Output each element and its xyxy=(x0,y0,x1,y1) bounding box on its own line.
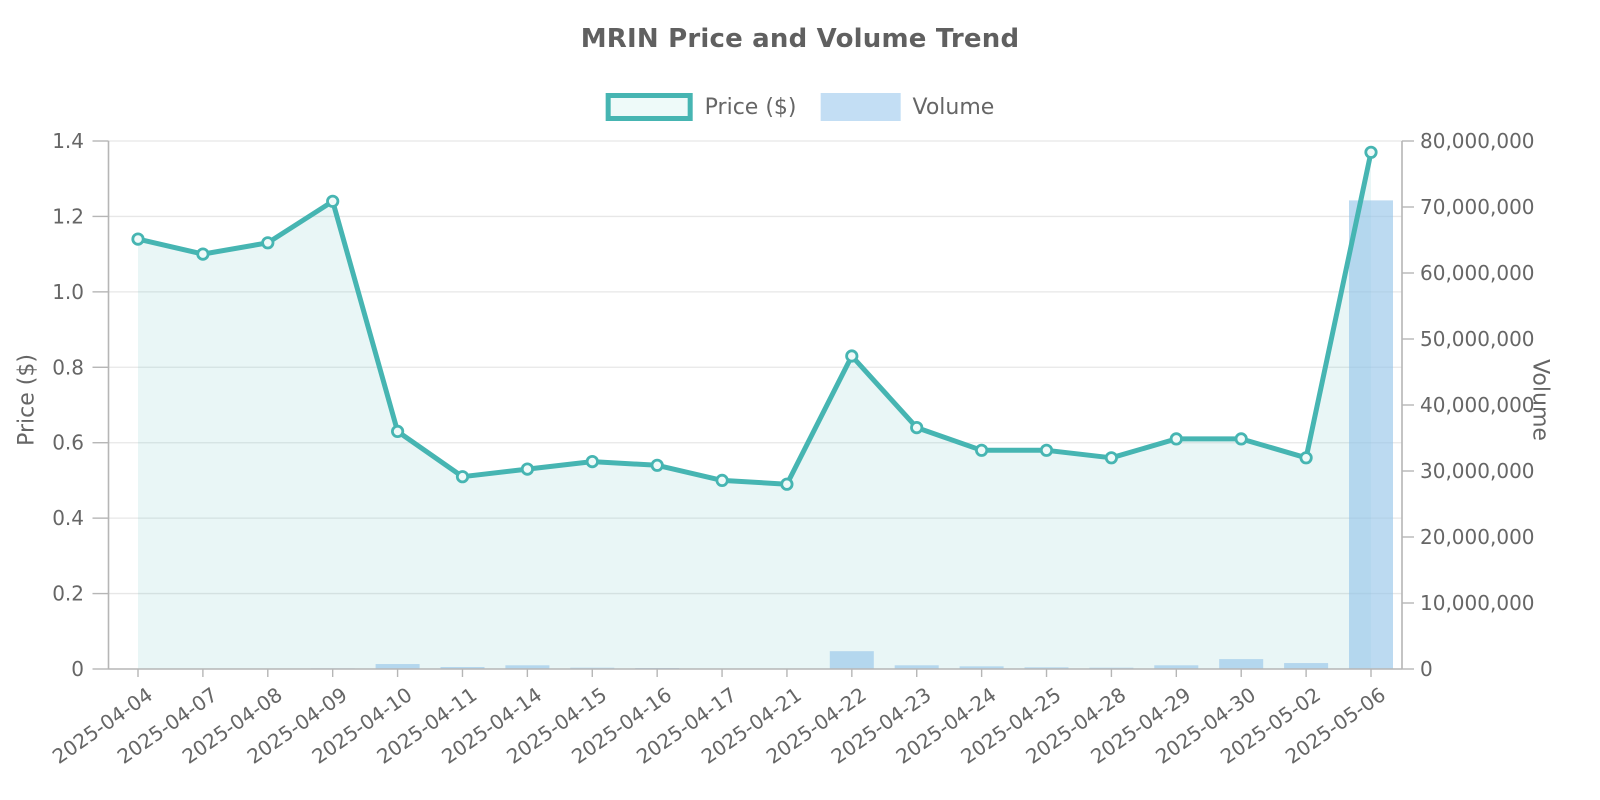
price-area-fill xyxy=(138,152,1371,670)
volume-tick-label: 60,000,000 xyxy=(1420,261,1535,285)
price-point xyxy=(1234,432,1248,446)
price-point xyxy=(715,473,729,487)
price-tick-label: 0.8 xyxy=(52,355,84,379)
price-point xyxy=(131,232,145,246)
volume-bar xyxy=(1219,659,1264,669)
price-tick-label: 0.6 xyxy=(52,431,84,455)
tick-marks xyxy=(92,140,1414,677)
price-point xyxy=(974,443,989,457)
volume-bar xyxy=(1024,667,1069,669)
volume-bar xyxy=(894,665,939,669)
volume-bar xyxy=(1154,665,1199,669)
volume-tick-label: 10,000,000 xyxy=(1420,591,1535,615)
price-point xyxy=(455,470,470,484)
price-point xyxy=(845,349,859,363)
volume-bars xyxy=(116,200,1393,669)
volume-bar xyxy=(440,667,485,669)
volume-bar xyxy=(829,651,874,669)
y-axis-ticks-right: 0 10,000,000 20,000,000 30,000,000 40,000,00… xyxy=(1420,129,1535,681)
x-axis-ticks: 2025-04-042025-04-072025-04-082025-04-09… xyxy=(48,682,1390,768)
y-axis-title-price: Price ($) xyxy=(14,354,40,446)
volume-bar xyxy=(1284,663,1329,669)
legend-item-volume: Volume xyxy=(820,93,995,121)
price-point xyxy=(780,477,794,491)
price-point xyxy=(1299,451,1313,465)
y-axis-title-volume: Volume xyxy=(1527,359,1553,441)
volume-tick-label: 70,000,000 xyxy=(1420,195,1535,219)
volume-bar xyxy=(959,666,1004,669)
volume-bar xyxy=(1349,200,1393,669)
price-point xyxy=(1039,443,1054,457)
y-axis-ticks-left: 0 0.2 0.4 0.6 0.8 1.0 1.2 1.4 xyxy=(52,129,84,681)
legend: Price ($) Volume xyxy=(605,93,995,121)
price-point xyxy=(1104,451,1119,465)
price-point xyxy=(326,194,340,208)
volume-tick-label: 40,000,000 xyxy=(1420,393,1535,417)
price-line xyxy=(135,149,1374,487)
volume-tick-label: 50,000,000 xyxy=(1420,327,1535,351)
chart-title: MRIN Price and Volume Trend xyxy=(580,24,1020,54)
volume-legend-swatch xyxy=(820,93,901,121)
volume-tick-label: 20,000,000 xyxy=(1420,525,1535,549)
price-tick-label: 1.2 xyxy=(52,204,84,228)
price-tick-label: 0.2 xyxy=(52,582,84,606)
price-point xyxy=(196,247,210,261)
price-legend-swatch xyxy=(605,93,693,121)
legend-item-price: Price ($) xyxy=(605,93,797,121)
price-tick-label: 1.4 xyxy=(52,129,84,153)
price-tick-label: 1.0 xyxy=(52,280,84,304)
price-point xyxy=(650,458,664,472)
gridlines xyxy=(108,140,1402,595)
price-point xyxy=(1169,432,1183,446)
price-legend-label: Price ($) xyxy=(704,94,797,120)
volume-tick-label: 80,000,000 xyxy=(1420,129,1535,153)
volume-legend-label: Volume xyxy=(912,94,995,120)
price-tick-label: 0 xyxy=(71,657,84,681)
price-point xyxy=(520,462,535,476)
volume-bar xyxy=(505,665,550,669)
price-point xyxy=(585,454,599,469)
volume-tick-label: 30,000,000 xyxy=(1420,459,1535,483)
price-point xyxy=(390,424,405,438)
price-tick-label: 0.4 xyxy=(52,506,84,530)
price-point xyxy=(1364,145,1378,159)
price-point xyxy=(261,236,275,250)
volume-tick-label: 0 xyxy=(1420,657,1433,681)
price-point xyxy=(910,420,924,435)
volume-bar xyxy=(375,664,420,669)
price-markers xyxy=(131,145,1378,491)
